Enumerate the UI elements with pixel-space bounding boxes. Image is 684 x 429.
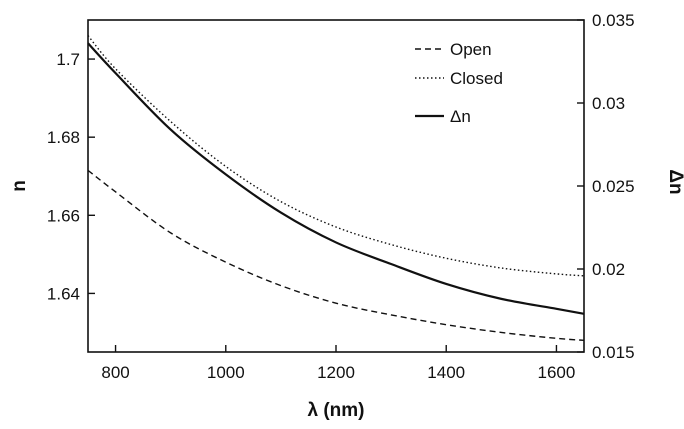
y-tick-label: 1.7: [56, 50, 80, 69]
x-tick-label: 1400: [427, 363, 465, 382]
x-axis: 800 1000 1200 1400 1600: [101, 345, 575, 382]
series-line-delta-n: [87, 42, 585, 315]
y-axis-title: n: [9, 180, 30, 192]
y2-axis-title: Δn: [665, 169, 684, 194]
y2-tick-label: 0.03: [592, 94, 625, 113]
series-layer: [87, 35, 585, 341]
y2-tick-label: 0.025: [592, 177, 635, 196]
y2-tick-label: 0.02: [592, 260, 625, 279]
x-axis-title: λ (nm): [308, 400, 365, 421]
x-tick-label: 1200: [317, 363, 355, 382]
x-tick-label: 1000: [207, 363, 245, 382]
legend-label-delta-n: Δn: [450, 107, 471, 126]
legend-label-open: Open: [450, 40, 492, 59]
y-axis-right: 0.015 0.02 0.025 0.03 0.035: [577, 11, 635, 362]
legend: Open Closed Δn: [415, 40, 503, 126]
x-tick-label: 1600: [538, 363, 576, 382]
x-tick-label: 800: [101, 363, 129, 382]
y2-tick-label: 0.035: [592, 11, 635, 30]
series-line-open: [87, 169, 585, 341]
y-tick-label: 1.64: [47, 284, 80, 303]
y2-tick-label: 0.015: [592, 343, 635, 362]
series-line-closed: [87, 35, 585, 277]
y-tick-label: 1.66: [47, 206, 80, 225]
y-axis-left: 1.64 1.66 1.68 1.7: [47, 50, 95, 303]
legend-label-closed: Closed: [450, 69, 503, 88]
plot-frame: [87, 19, 585, 353]
y-tick-label: 1.68: [47, 128, 80, 147]
